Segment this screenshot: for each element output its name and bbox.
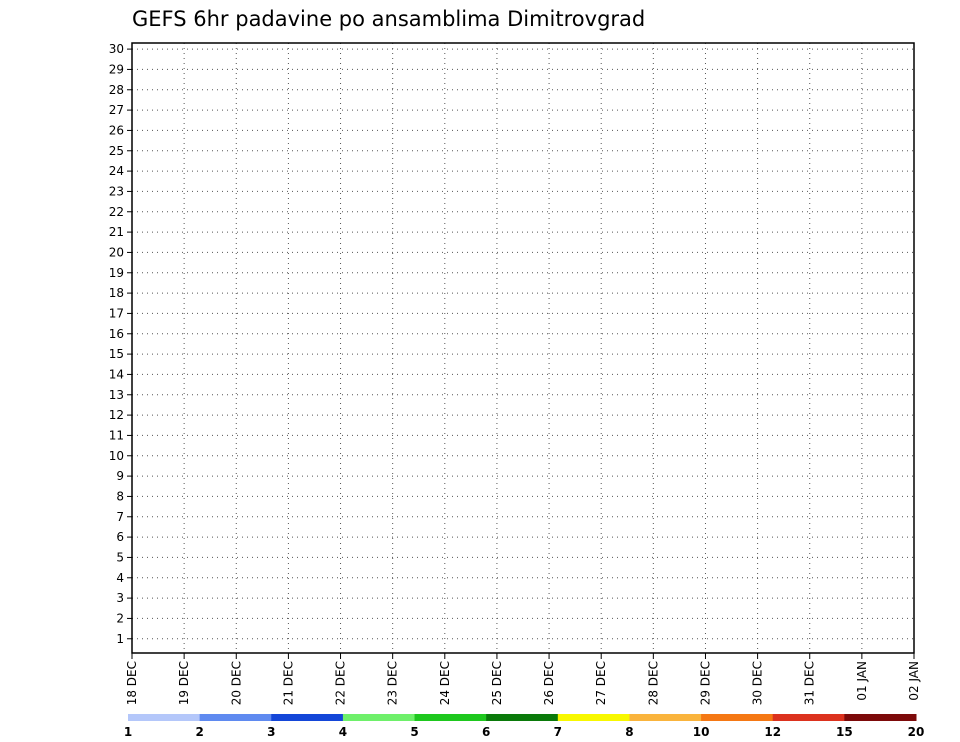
- colorbar-swatch: [844, 714, 917, 721]
- x-tick-label: 28 DEC: [646, 661, 660, 705]
- plot-area: 1234567891011121314151617181920212223242…: [109, 42, 921, 705]
- y-tick-label: 18: [109, 286, 124, 300]
- y-tick-label: 9: [116, 469, 124, 483]
- colorbar-swatch: [271, 714, 344, 721]
- colorbar-tick-label: 6: [482, 725, 490, 739]
- y-tick-label: 8: [116, 489, 124, 503]
- x-tick-label: 21 DEC: [281, 661, 295, 705]
- colorbar-tick-label: 20: [908, 725, 925, 739]
- y-tick-label: 14: [109, 367, 124, 381]
- colorbar-tick-label: 7: [554, 725, 562, 739]
- x-tick-label: 01 JAN: [855, 661, 869, 701]
- y-tick-label: 24: [109, 164, 124, 178]
- y-tick-label: 2: [116, 611, 124, 625]
- colorbar-tick-label: 15: [836, 725, 853, 739]
- y-tick-label: 4: [116, 571, 124, 585]
- colorbar-tick-label: 5: [410, 725, 418, 739]
- y-tick-label: 20: [109, 245, 124, 259]
- x-tick-label: 22 DEC: [334, 661, 348, 705]
- colorbar-swatch: [629, 714, 702, 721]
- x-tick-label: 25 DEC: [490, 661, 504, 705]
- y-tick-label: 27: [109, 103, 124, 117]
- y-tick-label: 26: [109, 123, 124, 137]
- colorbar-tick-label: 12: [764, 725, 781, 739]
- colorbar-tick-label: 1: [124, 725, 132, 739]
- chart-title: GEFS 6hr padavine po ansamblima Dimitrov…: [132, 7, 645, 31]
- colorbar-tick-label: 4: [339, 725, 347, 739]
- colorbar-swatch: [199, 714, 272, 721]
- x-tick-label: 24 DEC: [438, 661, 452, 705]
- colorbar-tick-label: 3: [267, 725, 275, 739]
- x-tick-label: 20 DEC: [229, 661, 243, 705]
- y-tick-label: 30: [109, 42, 124, 56]
- y-tick-label: 6: [116, 530, 124, 544]
- colorbar-swatch: [342, 714, 416, 721]
- colorbar-tick-label: 8: [625, 725, 633, 739]
- colorbar-tick-label: 10: [693, 725, 710, 739]
- x-tick-label: 02 JAN: [907, 661, 921, 701]
- y-tick-label: 12: [109, 408, 124, 422]
- y-tick-label: 23: [109, 184, 124, 198]
- y-tick-label: 10: [109, 449, 124, 463]
- colorbar-swatch: [414, 714, 487, 721]
- x-tick-label: 30 DEC: [751, 661, 765, 705]
- colorbar-swatch: [486, 714, 559, 721]
- x-tick-label: 23 DEC: [386, 661, 400, 705]
- y-tick-label: 15: [109, 347, 124, 361]
- x-tick-label: 31 DEC: [803, 661, 817, 705]
- colorbar-swatch: [128, 714, 201, 721]
- colorbar-tick-label: 2: [195, 725, 203, 739]
- y-tick-label: 28: [109, 83, 124, 97]
- y-tick-label: 1: [116, 632, 124, 646]
- y-tick-label: 25: [109, 144, 124, 158]
- y-tick-label: 17: [109, 306, 124, 320]
- y-tick-label: 5: [116, 550, 124, 564]
- y-tick-label: 29: [109, 62, 124, 76]
- y-tick-label: 21: [109, 225, 124, 239]
- colorbar-swatch: [557, 714, 630, 721]
- colorbar-swatch: [701, 714, 774, 721]
- plot-frame: [131, 42, 915, 654]
- x-tick-label: 27 DEC: [594, 661, 608, 705]
- y-tick-label: 13: [109, 388, 124, 402]
- x-tick-label: 29 DEC: [698, 661, 712, 705]
- y-tick-label: 3: [116, 591, 124, 605]
- y-tick-label: 7: [116, 510, 124, 524]
- colorbar: 1 2 3 4 5 6 7 8 10 12 15 20: [124, 714, 925, 739]
- y-tick-label: 22: [109, 205, 124, 219]
- colorbar-swatch: [772, 714, 845, 721]
- x-tick-label: 19 DEC: [177, 661, 191, 705]
- y-tick-label: 19: [109, 266, 124, 280]
- y-tick-label: 11: [109, 428, 124, 442]
- x-tick-label: 26 DEC: [542, 661, 556, 705]
- x-tick-label: 18 DEC: [125, 661, 139, 705]
- y-tick-label: 16: [109, 327, 124, 341]
